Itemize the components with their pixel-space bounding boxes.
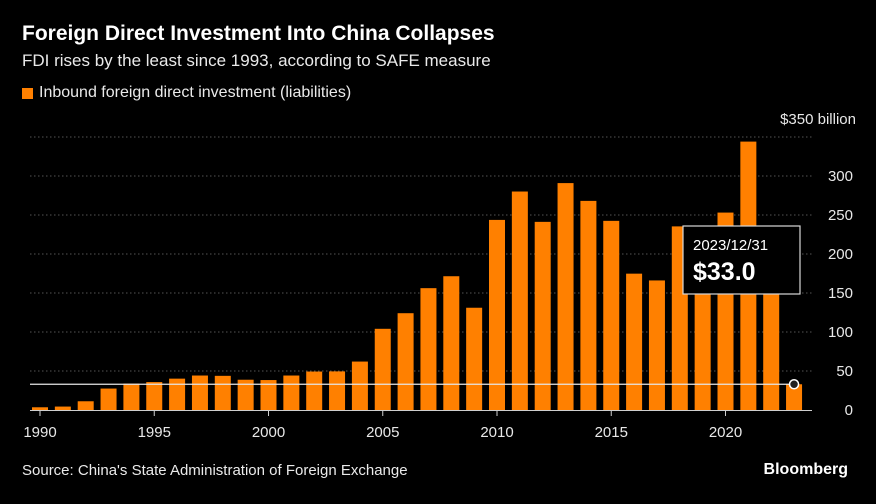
bar [260, 380, 277, 410]
bar [374, 328, 391, 410]
y-axis-unit-label: $350 billion [780, 111, 856, 128]
tooltip-value: $33.0 [693, 258, 756, 286]
source-note: Source: China's State Administration of … [22, 462, 408, 479]
tooltip-date: 2023/12/31 [693, 237, 768, 254]
x-tick-label: 1990 [23, 424, 56, 441]
bar [214, 375, 231, 410]
chart-subtitle: FDI rises by the least since 1993, accor… [22, 51, 491, 70]
legend-swatch [22, 87, 33, 99]
bar [397, 313, 414, 410]
bar [557, 183, 574, 410]
x-tick-label: 2000 [252, 424, 285, 441]
y-tick-label: 0 [845, 402, 853, 419]
bar [489, 219, 505, 410]
bar [100, 388, 117, 410]
legend-label: Inbound foreign direct investment (liabi… [39, 84, 352, 101]
y-tick-label: 200 [828, 246, 853, 263]
y-tick-label: 100 [828, 324, 853, 341]
bar [191, 375, 208, 410]
bar [580, 200, 597, 410]
y-tick-label: 150 [828, 285, 853, 302]
bar [603, 220, 620, 410]
y-tick-label: 300 [828, 168, 853, 185]
bar [626, 273, 643, 410]
bar [77, 401, 94, 410]
x-tick-label: 2005 [366, 424, 399, 441]
tooltip-box [682, 225, 801, 295]
bar [351, 361, 368, 410]
bar [32, 407, 48, 410]
bar [420, 288, 437, 410]
bar [443, 276, 460, 410]
bar [54, 406, 71, 410]
bar [511, 191, 528, 410]
x-tick-label: 2020 [709, 424, 742, 441]
x-tick-label: 1995 [138, 424, 171, 441]
bar [283, 375, 300, 410]
bar [466, 307, 483, 410]
legend: Inbound foreign direct investment (liabi… [22, 84, 351, 102]
y-tick-label: 50 [836, 363, 853, 380]
highlight-marker [788, 379, 800, 390]
bar [146, 382, 163, 410]
bar [123, 383, 140, 410]
bar [306, 371, 323, 410]
bar [237, 379, 254, 410]
x-tick-label: 2015 [595, 424, 628, 441]
bar [694, 263, 711, 410]
chart-title: Foreign Direct Investment Into China Col… [22, 22, 495, 45]
bar [763, 269, 780, 410]
bar [169, 378, 186, 410]
y-tick-label: 250 [828, 207, 853, 224]
bar [329, 371, 346, 410]
bar [534, 221, 551, 410]
bar [786, 384, 803, 410]
x-tick-label: 2010 [480, 424, 513, 441]
bar [648, 280, 665, 410]
bloomberg-logo: Bloomberg [763, 461, 848, 478]
